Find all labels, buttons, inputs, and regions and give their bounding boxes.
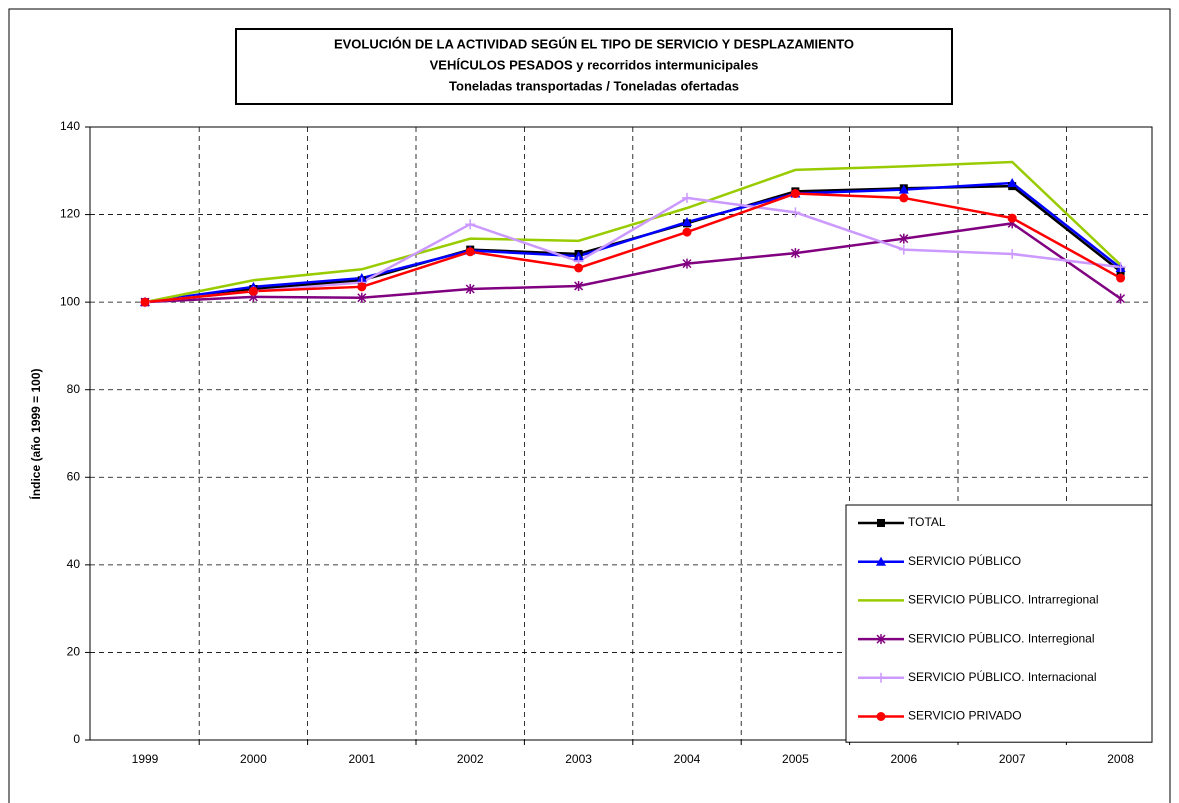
marker (574, 263, 584, 273)
marker (790, 207, 801, 218)
marker (876, 634, 886, 645)
x-tick-label: 2008 (1107, 752, 1134, 766)
x-tick-label: 2002 (457, 752, 484, 766)
series-line (144, 192, 1122, 304)
marker (790, 189, 800, 199)
marker (248, 286, 258, 296)
marker (898, 244, 909, 255)
marker (1116, 293, 1126, 304)
marker (899, 193, 909, 203)
marker (1116, 273, 1126, 283)
x-tick-label: 2003 (565, 752, 592, 766)
marker (465, 247, 475, 257)
marker (1115, 262, 1126, 273)
marker (573, 251, 584, 261)
chart-frame (8, 8, 1171, 803)
legend-box (845, 504, 1153, 743)
marker (898, 184, 909, 194)
title-box (235, 28, 953, 105)
series-line (144, 160, 1122, 304)
legend-label: SERVICIO PRIVADO (908, 709, 1022, 723)
marker (876, 556, 886, 566)
marker (1007, 213, 1017, 223)
marker (574, 280, 584, 291)
marker (877, 519, 885, 527)
chart-title: EVOLUCIÓN DE LA ACTIVIDAD SEGÚN EL TIPO … (334, 36, 854, 51)
legend-label: SERVICIO PÚBLICO. Internacional (908, 669, 1097, 684)
marker (357, 282, 367, 292)
marker (876, 672, 886, 683)
marker (465, 219, 476, 230)
marker (899, 233, 909, 244)
legend-label: SERVICIO PÚBLICO. Intrarregional (908, 592, 1099, 607)
y-tick-label: 20 (67, 645, 81, 659)
y-tick-label: 40 (67, 557, 81, 571)
series-line (144, 196, 1121, 304)
y-axis-label: Índice (año 1999 = 100) (28, 368, 43, 499)
legend-label: TOTAL (908, 515, 946, 529)
y-tick-label: 60 (67, 469, 81, 483)
chart-title: VEHÍCULOS PESADOS y recorridos intermuni… (430, 57, 759, 72)
x-tick-label: 2001 (348, 752, 375, 766)
x-tick-label: 2000 (240, 752, 267, 766)
series-line (144, 181, 1122, 304)
marker (682, 227, 692, 237)
x-tick-label: 2006 (890, 752, 917, 766)
marker (140, 297, 150, 307)
marker (682, 258, 692, 269)
series-line (144, 222, 1122, 304)
legend-label: SERVICIO PÚBLICO. Interregional (908, 630, 1095, 645)
y-tick-label: 80 (67, 382, 81, 396)
y-tick-label: 120 (60, 207, 80, 221)
legend-label: SERVICIO PÚBLICO (908, 553, 1021, 568)
marker (357, 292, 367, 303)
chart-title: Toneladas transportadas / Toneladas ofer… (449, 78, 739, 93)
y-tick-label: 140 (60, 119, 80, 133)
x-tick-label: 2007 (999, 752, 1026, 766)
x-tick-label: 2005 (782, 752, 809, 766)
marker (1007, 178, 1018, 188)
y-tick-label: 100 (60, 294, 80, 308)
marker (1007, 248, 1018, 259)
marker (682, 217, 692, 227)
y-tick-label: 0 (73, 732, 80, 746)
marker (790, 248, 800, 259)
plot-area (89, 126, 1153, 741)
marker (465, 284, 475, 295)
marker (682, 192, 692, 203)
x-tick-label: 2004 (674, 752, 701, 766)
x-tick-label: 1999 (132, 752, 159, 766)
marker (876, 712, 886, 721)
